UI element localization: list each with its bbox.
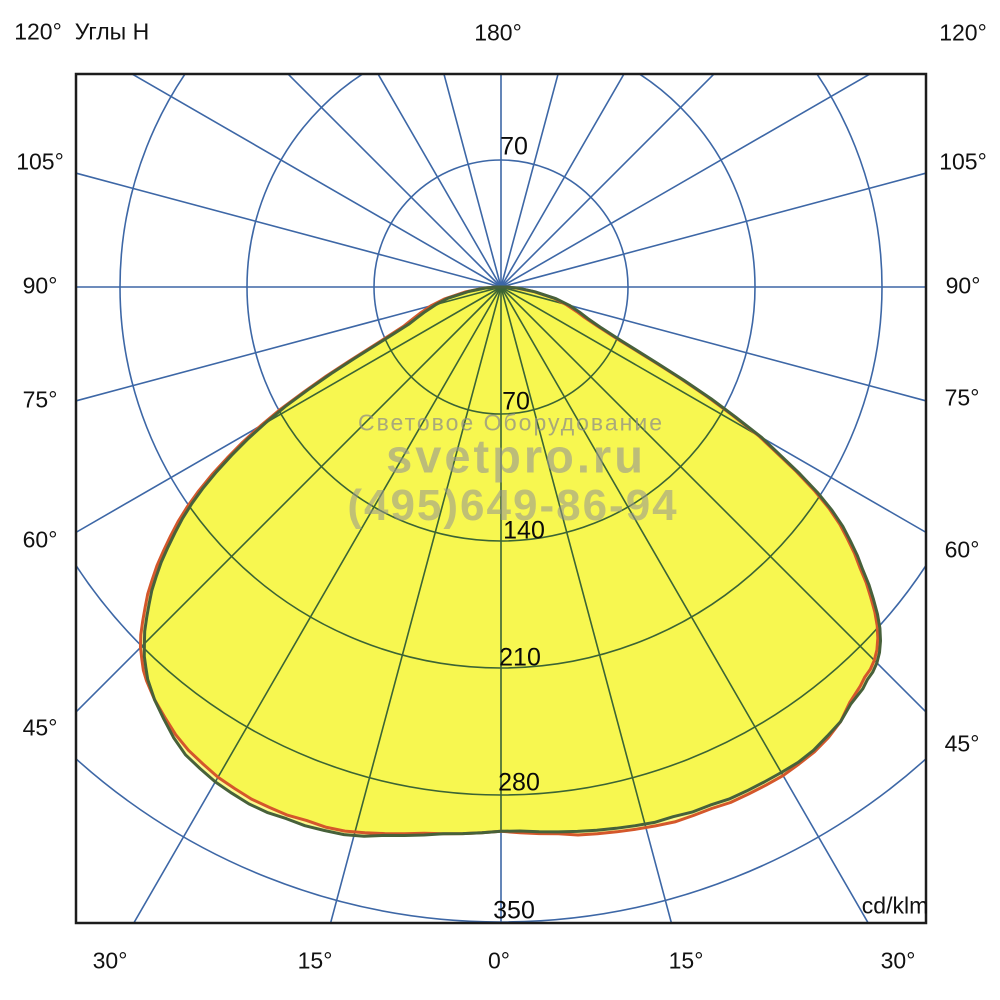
unit-label: cd/klm	[861, 892, 929, 919]
angle-label-bottom-left-30: 30°	[92, 947, 128, 974]
angle-label-top-left-120: 120°	[14, 18, 62, 45]
page-title: Углы H	[74, 18, 150, 45]
angle-label-bottom-right-30: 30°	[880, 947, 916, 974]
beam-lobe-fill	[140, 287, 878, 835]
watermark-phone: (495)649-86-94	[347, 481, 679, 530]
watermark-company: Световое Оборудование	[357, 409, 665, 436]
angle-label-top-right-120: 120°	[939, 19, 987, 46]
angle-label-right-105: 105°	[939, 148, 987, 175]
angle-label-left-60: 60°	[22, 526, 58, 553]
angle-label-right-90: 90°	[945, 272, 981, 299]
angle-label-left-45: 45°	[22, 714, 58, 741]
angle-label-right-75: 75°	[944, 384, 980, 411]
watermark-domain: svetpro.ru	[386, 429, 646, 483]
radial-tick-70-upper: 70	[500, 132, 528, 161]
angle-label-bottom-right-15: 15°	[668, 947, 704, 974]
angle-label-right-60: 60°	[944, 536, 980, 563]
plot-border	[74, 72, 928, 925]
radial-tick-70: 70	[502, 387, 530, 416]
angle-label-left-75: 75°	[22, 386, 58, 413]
green-curve	[142, 285, 882, 838]
radial-tick-140: 140	[503, 516, 545, 545]
radial-tick-350: 350	[493, 896, 535, 925]
radial-tick-210: 210	[499, 643, 541, 672]
angle-label-bottom-0: 0°	[488, 947, 510, 974]
angle-label-top-180: 180°	[474, 19, 522, 46]
radial-tick-280: 280	[498, 768, 540, 797]
angle-label-left-90: 90°	[22, 272, 58, 299]
angle-label-left-105: 105°	[16, 148, 64, 175]
angle-label-bottom-left-15: 15°	[297, 947, 333, 974]
angle-label-right-45: 45°	[944, 730, 980, 757]
